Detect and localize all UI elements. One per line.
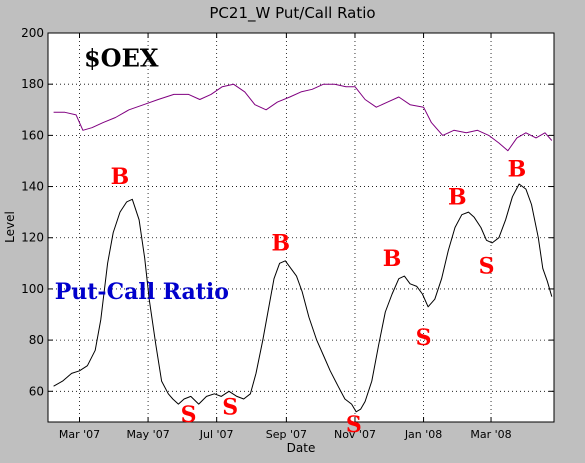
y-tick-label: 200 [21, 26, 44, 40]
x-tick-label: Mar '08 [470, 428, 511, 441]
sell-signal-label: S [479, 254, 495, 280]
series-line-put-call-ratio [53, 183, 553, 413]
x-tick-label: Jul '07 [199, 428, 234, 441]
buy-signal-label: B [508, 156, 527, 182]
y-tick-label: 120 [21, 231, 44, 245]
series-lines [53, 83, 553, 413]
buy-signal-label: B [448, 184, 467, 210]
y-tick-label: 160 [21, 128, 44, 142]
y-tick-label: 180 [21, 77, 44, 91]
x-axis-label: Date [287, 441, 316, 455]
series-line-oex [53, 83, 553, 152]
sell-signal-label: S [181, 402, 197, 428]
x-tick-label: Nov '07 [334, 428, 376, 441]
buy-signal-label: B [111, 164, 130, 190]
annotation-label: Put-Call Ratio [55, 279, 229, 305]
sell-signal-label: S [416, 325, 432, 351]
y-tick-label: 140 [21, 180, 44, 194]
sell-signal-label: S [222, 394, 238, 420]
sell-signal-label: S [346, 412, 362, 438]
x-tick-label: Sep '07 [266, 428, 307, 441]
y-axis-label: Level [3, 211, 17, 243]
axes: 60 80 100 120 140 160 180 200 Mar '07 May '07 Jul … [21, 26, 554, 441]
y-tick-label: 100 [21, 282, 44, 296]
grid-lines [48, 32, 554, 422]
annotation-label: $OEX [84, 43, 159, 72]
x-tick-label: May '07 [126, 428, 169, 441]
x-tick-label: Mar '07 [59, 428, 100, 441]
y-tick-label: 80 [29, 333, 44, 347]
buy-signal-label: B [271, 231, 290, 257]
buy-signal-label: B [383, 246, 402, 272]
plot-area [47, 32, 555, 423]
chart-title: PC21_W Put/Call Ratio [209, 4, 375, 23]
x-tick-label: Jan '08 [404, 428, 442, 441]
y-tick-label: 60 [29, 384, 44, 398]
